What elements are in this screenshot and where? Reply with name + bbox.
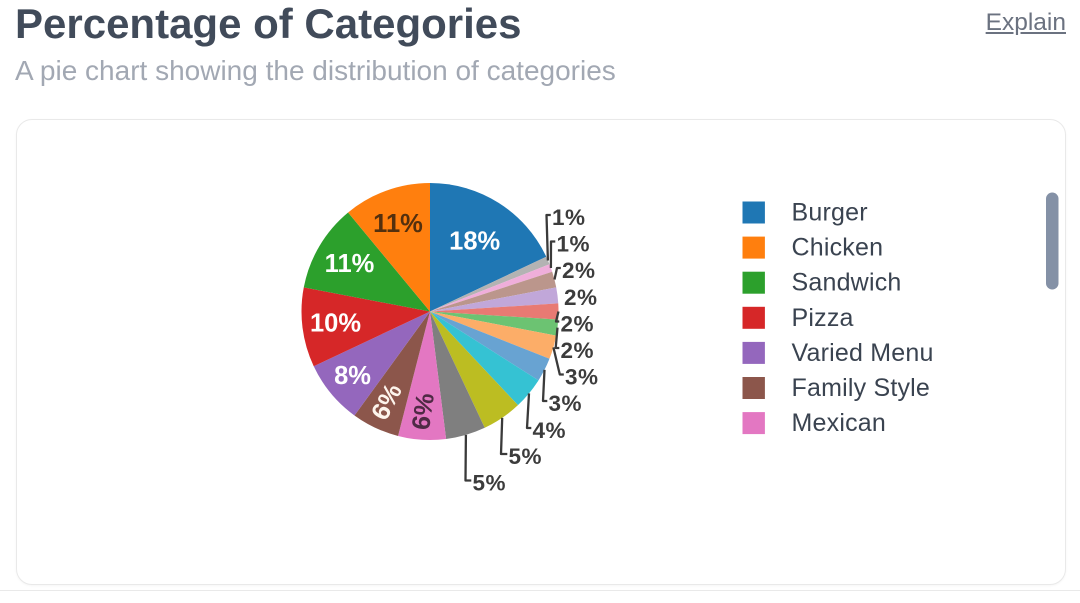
svg-text:Pizza: Pizza	[792, 304, 854, 332]
svg-text:Family Style: Family Style	[792, 374, 931, 402]
svg-text:2%: 2%	[561, 312, 595, 337]
svg-text:Sandwich: Sandwich	[792, 269, 902, 297]
svg-text:2%: 2%	[564, 285, 598, 310]
svg-text:1%: 1%	[552, 205, 586, 230]
svg-text:Chicken: Chicken	[792, 234, 884, 262]
svg-text:18%: 18%	[449, 228, 500, 256]
svg-text:10%: 10%	[310, 310, 361, 338]
svg-text:2%: 2%	[561, 338, 595, 363]
svg-text:11%: 11%	[373, 210, 423, 238]
svg-text:5%: 5%	[473, 471, 507, 496]
svg-text:Varied Menu: Varied Menu	[792, 339, 934, 367]
svg-text:3%: 3%	[565, 365, 599, 390]
svg-text:4%: 4%	[533, 418, 567, 443]
svg-text:3%: 3%	[549, 391, 583, 416]
svg-text:1%: 1%	[557, 232, 591, 257]
svg-text:8%: 8%	[334, 362, 371, 390]
svg-text:11%: 11%	[325, 250, 375, 278]
svg-text:2%: 2%	[562, 258, 596, 283]
svg-text:Mexican: Mexican	[792, 409, 887, 437]
svg-text:5%: 5%	[509, 444, 543, 469]
svg-text:Burger: Burger	[792, 199, 868, 227]
svg-text:6%: 6%	[407, 391, 440, 431]
